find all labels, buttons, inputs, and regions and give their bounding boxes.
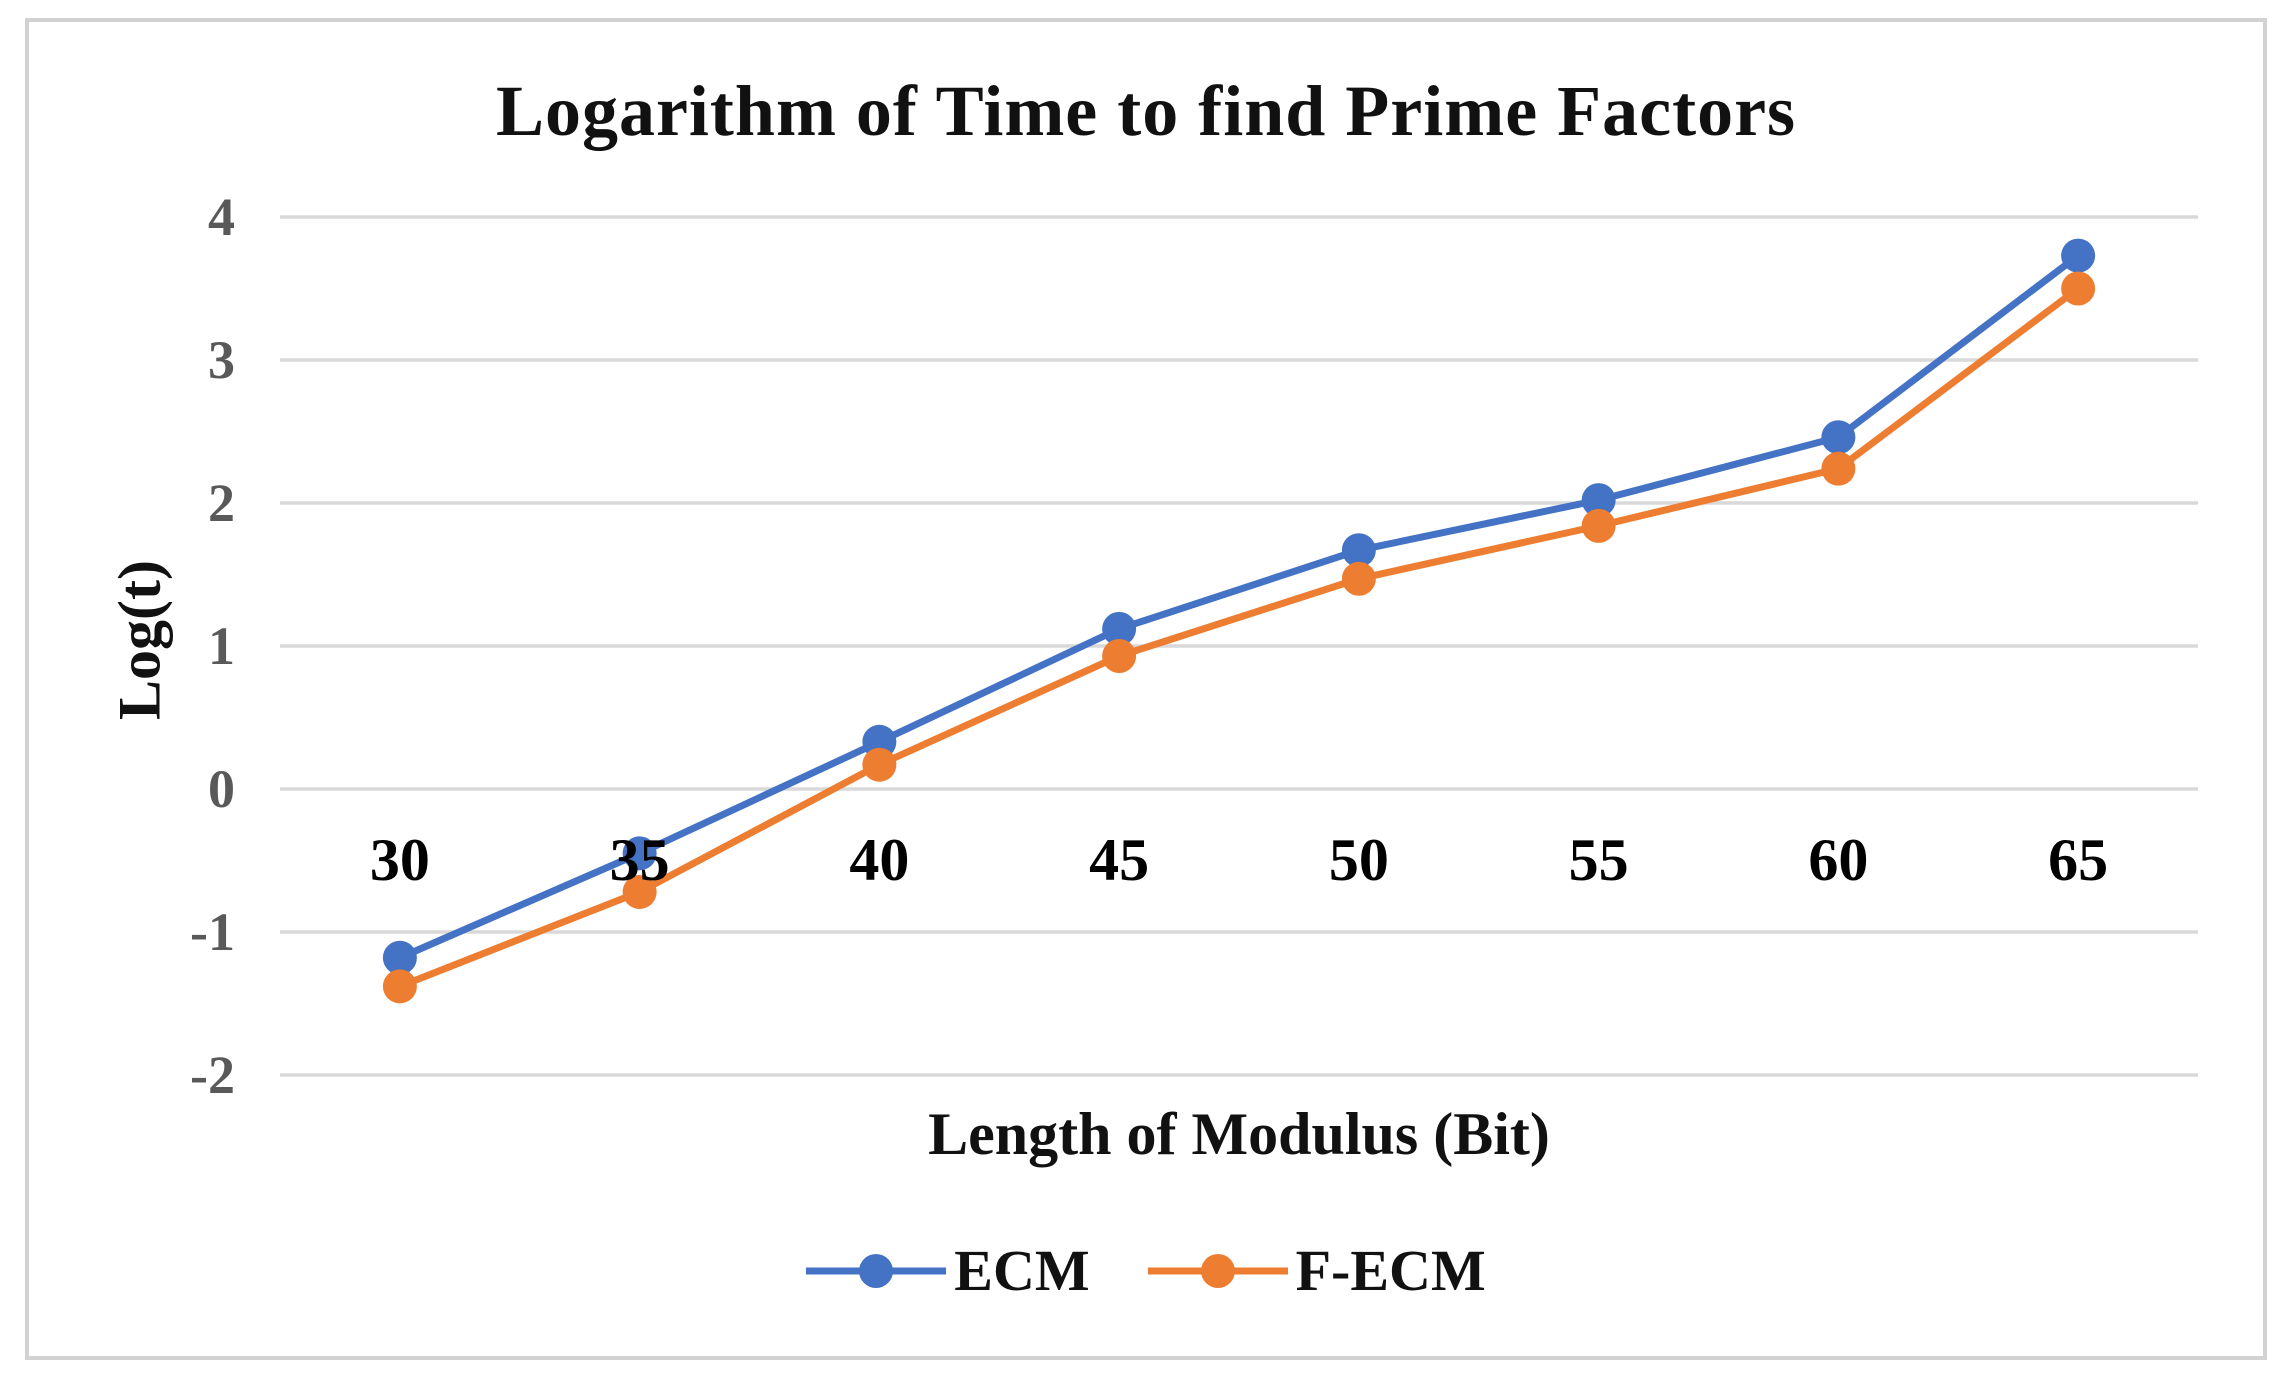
series-line-ecm <box>398 252 2081 961</box>
y-tick-label--1: -1 <box>190 902 235 962</box>
data-point-f-ecm-45 <box>1102 639 1137 674</box>
y-tick-label--2: -2 <box>190 1045 235 1105</box>
y-tick-label-1: 1 <box>208 616 235 676</box>
legend-marker-ecm <box>806 1254 947 1288</box>
legend: ECM F-ECM <box>25 1238 2267 1304</box>
data-point-f-ecm-50 <box>1341 561 1376 596</box>
y-tick-label-0: 0 <box>208 759 235 819</box>
data-point-ecm-50 <box>1341 533 1376 568</box>
data-point-ecm-65 <box>2061 238 2096 273</box>
data-point-f-ecm-40 <box>862 747 897 782</box>
x-tick-label-30: 30 <box>369 827 430 893</box>
y-axis-title: Log(t) <box>106 560 173 720</box>
legend-label-ecm: ECM <box>954 1238 1090 1303</box>
x-tick-label-35: 35 <box>609 827 670 893</box>
x-tick-label-40: 40 <box>849 827 910 893</box>
data-point-ecm-30 <box>382 940 417 975</box>
x-tick-label-55: 55 <box>1568 827 1629 893</box>
legend-marker-f-ecm <box>1147 1254 1288 1288</box>
legend-label-f-ecm: F-ECM <box>1295 1238 1486 1303</box>
data-point-ecm-35 <box>622 836 657 871</box>
y-tick-label-3: 3 <box>208 330 235 390</box>
x-tick-label-60: 60 <box>1808 827 1869 893</box>
chart-title: Logarithm of Time to find Prime Factors <box>495 71 1797 151</box>
x-tick-label-45: 45 <box>1089 827 1150 893</box>
data-point-ecm-55 <box>1581 483 1616 518</box>
y-tick-label-2: 2 <box>208 473 235 533</box>
legend-item-ecm: ECM <box>806 1238 1090 1304</box>
series-line-f-ecm <box>398 285 2081 990</box>
y-tick-label-4: 4 <box>208 187 235 247</box>
data-point-ecm-60 <box>1821 420 1856 455</box>
x-axis-title: Length of Modulus (Bit) <box>928 1101 1550 1167</box>
data-point-f-ecm-55 <box>1581 508 1616 543</box>
data-point-f-ecm-65 <box>2061 271 2096 306</box>
data-point-f-ecm-60 <box>1821 451 1856 486</box>
data-point-f-ecm-30 <box>382 969 417 1004</box>
data-point-ecm-45 <box>1102 611 1137 646</box>
x-tick-label-50: 50 <box>1328 827 1389 893</box>
legend-item-f-ecm: F-ECM <box>1147 1238 1486 1304</box>
data-point-f-ecm-35 <box>622 874 657 909</box>
x-tick-label-65: 65 <box>2048 827 2109 893</box>
